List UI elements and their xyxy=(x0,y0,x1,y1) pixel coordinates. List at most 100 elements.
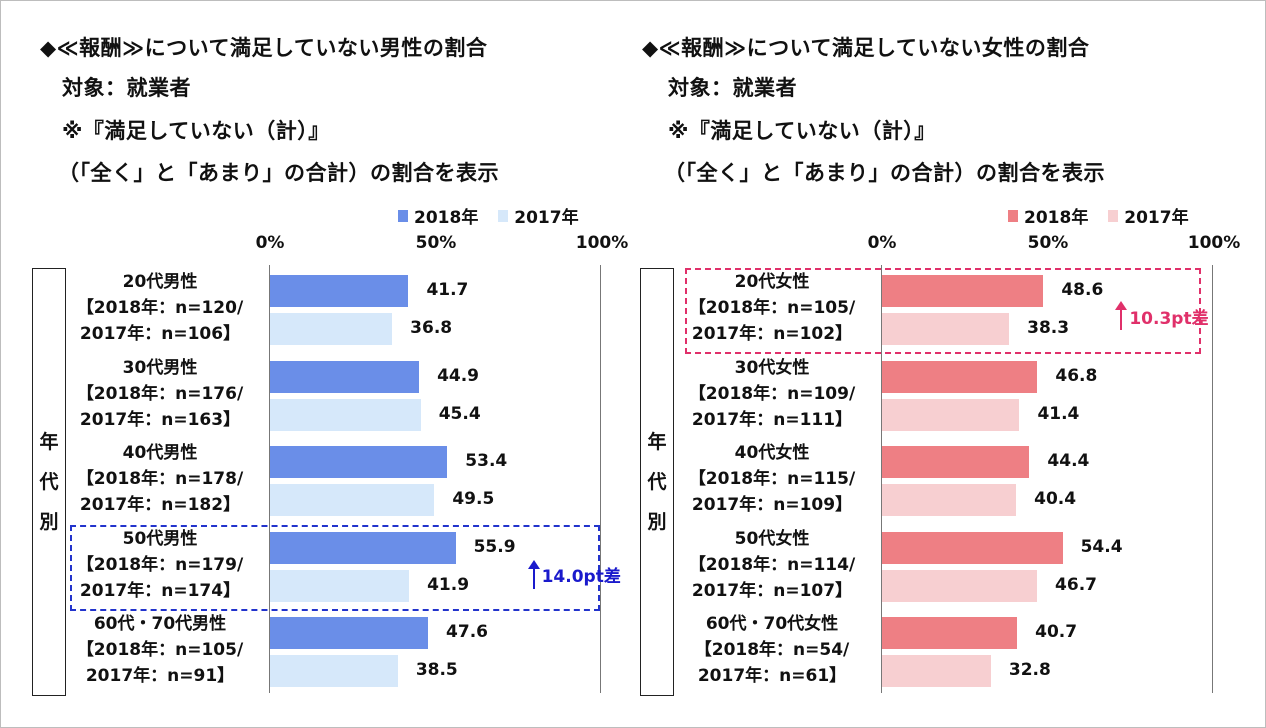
axis-group-char: 代 xyxy=(39,471,59,493)
difference-annotation: 10.3pt差 xyxy=(1115,301,1209,331)
x-tick-label: 50% xyxy=(1027,233,1069,253)
category-label-p20: 20代女性【2018年：n=105/2017年：n=102】 xyxy=(672,269,872,347)
category-label-line: 【2018年：n=120/ xyxy=(76,298,244,318)
bar-2018-p20 xyxy=(882,275,1044,307)
bar-2018-p50 xyxy=(882,531,1063,564)
value-label: 53.4 xyxy=(465,451,508,471)
x-tick-label: 0% xyxy=(867,233,897,253)
category-label-line: 【2018年：n=176/ xyxy=(76,383,244,404)
bar-2018-p40 xyxy=(270,446,448,478)
x-tick-label: 50% xyxy=(415,233,457,253)
difference-text: 14.0pt差 xyxy=(541,567,621,587)
category-label-line: 40代男性 xyxy=(122,443,198,463)
difference-text: 10.3pt差 xyxy=(1129,308,1209,329)
bar-2017-p60 xyxy=(270,655,398,687)
up-arrow-icon xyxy=(527,559,540,589)
legend-swatch xyxy=(1008,209,1018,222)
category-label-line: 【2018年：n=115/ xyxy=(688,469,856,489)
legend-label: 2017年 xyxy=(1124,208,1189,228)
value-label: 41.4 xyxy=(1037,403,1080,424)
axis-group-char: 代 xyxy=(647,471,667,493)
category-label-line: 20代女性 xyxy=(734,272,810,292)
category-label-line: 40代女性 xyxy=(734,443,810,463)
value-label: 47.6 xyxy=(446,622,488,642)
value-label: 55.9 xyxy=(473,536,516,557)
legend-swatch xyxy=(398,209,408,222)
category-label-line: 2017年：n=106】 xyxy=(79,324,241,344)
value-label: 40.7 xyxy=(1035,622,1078,642)
chart-note: ※『満足していない（計）』 xyxy=(668,119,936,143)
legend-item-2018: 2018年 xyxy=(1008,203,1088,228)
plot-area xyxy=(269,265,601,693)
chart-note-detail: （「全く」と「あまり」の合計）の割合を表示 xyxy=(58,161,499,185)
category-label-line: 30代女性 xyxy=(734,357,810,378)
category-label-p40: 40代女性【2018年：n=115/2017年：n=109】 xyxy=(672,440,872,518)
value-label: 38.5 xyxy=(415,660,458,680)
chart-note: ※『満足していない（計）』 xyxy=(62,119,330,143)
axis-group-char: 別 xyxy=(647,511,667,533)
chart-note-detail: （「全く」と「あまり」の合計）の割合を表示 xyxy=(664,161,1105,185)
bar-2018-p60 xyxy=(270,617,429,649)
bar-2017-p60 xyxy=(882,655,991,687)
legend-item-2017: 2017年 xyxy=(498,203,579,228)
axis-group-char: 年 xyxy=(39,431,59,453)
axis-group-char: 年 xyxy=(647,431,667,453)
category-label-line: 【2018年：n=179/ xyxy=(76,554,244,575)
category-label-p40: 40代男性【2018年：n=178/2017年：n=182】 xyxy=(60,440,260,518)
chart-target: 対象：就業者 xyxy=(668,76,797,100)
plot-area xyxy=(881,265,1213,693)
x-tick-label: 100% xyxy=(1187,233,1241,253)
category-label-line: 2017年：n=61】 xyxy=(697,666,847,686)
bar-2018-p40 xyxy=(882,446,1030,478)
value-label: 36.8 xyxy=(410,318,453,338)
bar-2017-p40 xyxy=(882,484,1017,516)
value-label: 41.9 xyxy=(427,574,470,595)
category-label-p60: 60代・70代男性 【2018年：n=105/2017年：n=91】 xyxy=(60,611,260,689)
bar-2017-p20 xyxy=(270,313,393,345)
value-label: 32.8 xyxy=(1008,660,1051,680)
bar-2017-p40 xyxy=(270,484,435,516)
men-chart-panel: ◆≪報酬≫について満足していない男性の割合 対象：就業者 ※『満足していない（計… xyxy=(0,0,628,728)
category-label-line: 50代男性 xyxy=(122,528,198,549)
category-label-line: 2017年：n=109】 xyxy=(691,495,853,515)
bar-2017-p30 xyxy=(270,398,421,431)
bar-2017-p50 xyxy=(882,569,1038,602)
category-label-line: 【2018年：n=105/ xyxy=(688,298,856,318)
chart-title: ◆≪報酬≫について満足していない女性の割合 xyxy=(642,36,1090,60)
bar-2017-p30 xyxy=(882,398,1020,431)
axis-group-char: 別 xyxy=(39,511,59,533)
category-label-line: 2017年：n=174】 xyxy=(79,580,241,601)
legend-label: 2018年 xyxy=(1024,208,1089,228)
value-label: 44.9 xyxy=(437,365,480,386)
bar-2018-p30 xyxy=(882,360,1038,393)
axis-group-box: 年 代 別 xyxy=(640,268,674,696)
highlight-box xyxy=(70,525,600,611)
legend-item-2018: 2018年 xyxy=(398,203,478,228)
category-label-line: 2017年：n=182】 xyxy=(79,495,241,515)
category-label-line: 2017年：n=91】 xyxy=(85,666,235,686)
value-label: 44.4 xyxy=(1047,451,1090,471)
category-label-line: 60代・70代男性 xyxy=(93,614,227,634)
value-label: 45.4 xyxy=(438,403,481,424)
category-label-line: 【2018年：n=105/ xyxy=(76,640,244,660)
value-label: 46.7 xyxy=(1055,574,1097,595)
bar-2017-p50 xyxy=(270,569,410,602)
category-label-p50: 50代男性【2018年：n=179/2017年：n=174】 xyxy=(60,526,260,604)
category-label-line: 2017年：n=102】 xyxy=(691,324,853,344)
value-label: 54.4 xyxy=(1080,536,1123,557)
value-label: 38.3 xyxy=(1027,318,1070,338)
category-label-p30: 30代女性 【2018年：n=109/2017年：n=111】 xyxy=(672,355,872,433)
bar-2018-p50 xyxy=(270,531,456,564)
legend-label: 2017年 xyxy=(514,208,579,228)
bar-2018-p60 xyxy=(882,617,1018,649)
x-tick-label: 100% xyxy=(575,233,629,253)
legend-item-2017: 2017年 xyxy=(1108,203,1189,228)
category-label-line: 【2018年：n=109/ xyxy=(688,383,856,404)
category-label-line: 【2018年：n=178/ xyxy=(76,469,244,489)
category-label-p50: 50代女性 【2018年：n=114/2017年：n=107】 xyxy=(672,526,872,604)
value-label: 41.7 xyxy=(426,280,469,300)
value-label: 40.4 xyxy=(1034,489,1077,509)
women-chart-panel: ◆≪報酬≫について満足していない女性の割合 対象：就業者 ※『満足していない（計… xyxy=(612,0,1240,728)
up-arrow-icon xyxy=(1115,301,1128,330)
category-label-line: 2017年：n=107】 xyxy=(691,580,853,601)
